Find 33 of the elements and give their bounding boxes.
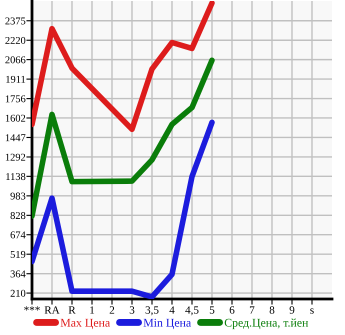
x-tick-label: 2 [110, 306, 114, 314]
y-tick-label: 2220 [5, 36, 26, 44]
y-tick-label: 2066 [5, 56, 26, 64]
y-tick-label: 1138 [6, 173, 26, 180]
y-tick-label: 2375 [5, 17, 26, 24]
y-tick-label: 210 [10, 290, 26, 297]
y-tick-label: 1911 [6, 76, 26, 83]
x-tick-label: s [310, 308, 314, 314]
y-tick-label: 828 [10, 212, 26, 220]
x-tick-label: 8 [270, 306, 274, 314]
legend-label: Max Цена [60, 318, 110, 330]
y-tick-label: 1447 [6, 134, 26, 142]
y-tick-label: 364 [10, 270, 26, 278]
x-tick-label: 1 [90, 306, 94, 314]
x-tick-label: 3,5 [146, 306, 159, 316]
x-tick-label: RA [44, 306, 60, 314]
x-tick-label: 3 [130, 306, 134, 314]
y-tick-label: 1602 [6, 114, 26, 122]
x-tick-label: 4 [169, 306, 175, 314]
x-tick-label: 6 [230, 306, 234, 314]
y-tick-label: 1292 [6, 154, 26, 161]
legend-label: Min Цена [144, 318, 192, 330]
x-tick-label: 4,5 [185, 306, 199, 316]
x-tick-label: 7 [250, 306, 254, 314]
x-tick-label: 9 [290, 306, 294, 314]
x-tick-label: R [68, 306, 76, 314]
y-tick-label: 674 [10, 231, 26, 238]
y-tick-label: 519 [10, 250, 26, 258]
x-tick-label: *** [24, 306, 40, 310]
y-tick-label: 983 [10, 192, 26, 200]
y-tick-label: 1756 [6, 95, 26, 102]
x-tick-label: 5 [210, 306, 214, 314]
legend-label: Сред.Цена, т.йен [224, 318, 308, 330]
